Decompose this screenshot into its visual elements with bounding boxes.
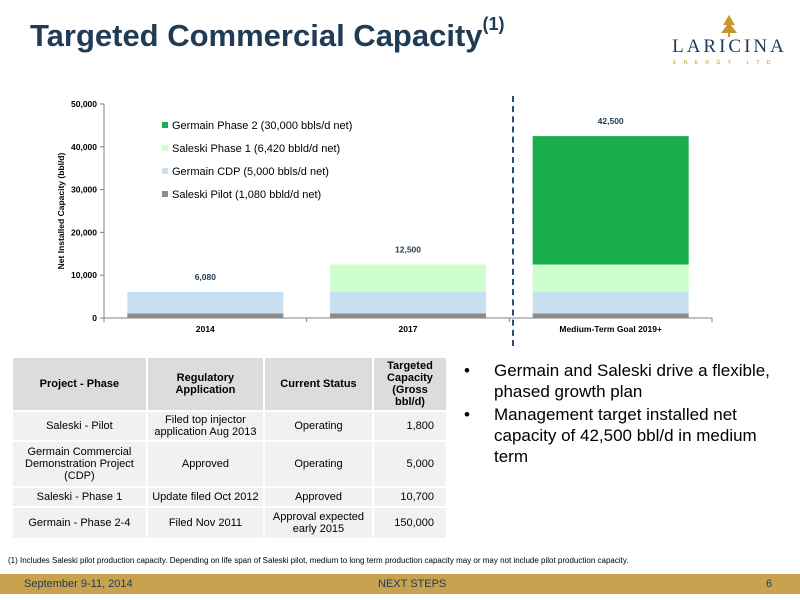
project-table: Project - Phase Regulatory Application C…	[11, 356, 449, 540]
tree-logo-icon	[721, 15, 737, 37]
logo-name: LARICINA	[672, 36, 787, 57]
bullet-item: • Germain and Saleski drive a flexible, p…	[464, 360, 794, 402]
bar-segment	[329, 264, 487, 292]
bar-segment	[127, 313, 284, 318]
table-cell: 1,800	[371, 410, 449, 442]
legend-swatch	[162, 168, 168, 175]
footer-date: September 9-11, 2014	[24, 578, 133, 590]
chart-divider-line	[512, 96, 514, 346]
footer-section: NEXT STEPS	[378, 578, 447, 590]
bullet-text: Germain and Saleski drive a flexible, ph…	[494, 361, 770, 401]
table-cell: Approval expected early 2015	[263, 506, 374, 540]
table-header-project: Project - Phase	[11, 356, 148, 412]
y-axis-label: Net Installed Capacity (bbl/d)	[56, 153, 66, 270]
slide-title: Targeted Commercial Capacity(1)	[30, 14, 505, 54]
y-tick-label: 30,000	[71, 185, 97, 195]
x-tick-label: Medium-Term Goal 2019+	[559, 324, 662, 334]
footnote: (1) Includes Saleski pilot production ca…	[8, 556, 629, 565]
table-cell: Update filed Oct 2012	[145, 486, 266, 508]
table-header-row: Project - Phase Regulatory Application C…	[11, 356, 449, 412]
table-cell: Operating	[263, 440, 374, 488]
footer-page-number: 6	[766, 578, 773, 590]
bar-total-label: 6,080	[195, 272, 217, 282]
bar-segment	[532, 264, 689, 292]
table-cell: Approved	[145, 440, 266, 488]
table-cell: Approved	[263, 486, 374, 508]
legend-label: Germain Phase 2 (30,000 bbls/d net)	[172, 120, 353, 132]
table-cell: Germain Commercial Demonstration Project…	[11, 440, 148, 488]
y-tick-label: 40,000	[71, 142, 97, 152]
capacity-chart: 0 10,000 20,000 30,000 40,000 50,000 Net Insta…	[0, 90, 720, 340]
legend-item: Germain Phase 2 (30,000 bbls/d net)	[162, 120, 352, 132]
y-tick-label: 20,000	[71, 227, 97, 237]
table-cell: Filed top injector application Aug 2013	[145, 410, 266, 442]
legend-item: Germain CDP (5,000 bbls/d net)	[162, 166, 329, 178]
bullet-dot: •	[464, 361, 470, 380]
bullet-text: Management target installed net capacity…	[494, 405, 757, 466]
bar-segment	[532, 291, 689, 314]
bullet-list: • Germain and Saleski drive a flexible, p…	[464, 360, 794, 469]
table-cell: Operating	[263, 410, 374, 442]
bullet-dot: •	[464, 405, 470, 424]
bar-segment	[329, 291, 487, 314]
bar-total-label: 12,500	[395, 245, 421, 255]
bar-segment	[127, 291, 284, 314]
table-cell: Germain - Phase 2-4	[11, 506, 148, 540]
table-row: Saleski - Pilot Filed top injector appli…	[11, 410, 449, 442]
slide-title-footnote-mark: (1)	[482, 14, 505, 34]
bar-segment	[329, 313, 487, 318]
company-logo: LARICINA ENERGY LTD.	[672, 14, 787, 74]
table-cell: 150,000	[371, 506, 449, 540]
logo-subtitle: ENERGY LTD.	[672, 60, 787, 66]
bar-segment	[532, 313, 689, 318]
legend-swatch	[162, 145, 168, 152]
legend-label: Germain CDP (5,000 bbls/d net)	[172, 166, 329, 178]
y-tick-label: 10,000	[71, 270, 97, 280]
table-row: Saleski - Phase 1 Update filed Oct 2012 …	[11, 486, 449, 508]
table-header-regulatory: Regulatory Application	[145, 356, 266, 412]
legend-item: Saleski Phase 1 (6,420 bbld/d net)	[162, 143, 340, 155]
y-tick-label: 0	[92, 313, 97, 323]
legend-swatch	[162, 191, 168, 198]
x-tick-label: 2017	[399, 324, 418, 334]
table-cell: Saleski - Phase 1	[11, 486, 148, 508]
table-row: Germain - Phase 2-4 Filed Nov 2011 Appro…	[11, 506, 449, 540]
bullet-item: • Management target installed net capacit…	[464, 404, 794, 467]
table-cell: 5,000	[371, 440, 449, 488]
x-tick-label: 2014	[196, 324, 215, 334]
table-cell: 10,700	[371, 486, 449, 508]
legend-swatch	[162, 122, 168, 129]
legend-label: Saleski Phase 1 (6,420 bbld/d net)	[172, 143, 341, 155]
bar-segment	[532, 136, 689, 265]
capacity-chart-svg: 0 10,000 20,000 30,000 40,000 50,000 Net Insta…	[56, 99, 713, 334]
slide-title-text: Targeted Commercial Capacity	[30, 18, 483, 53]
bar-total-label: 42,500	[598, 116, 624, 126]
legend-item: Saleski Pilot (1,080 bbld/d net)	[162, 189, 321, 201]
table-cell: Filed Nov 2011	[145, 506, 266, 540]
table-cell: Saleski - Pilot	[11, 410, 148, 442]
table-row: Germain Commercial Demonstration Project…	[11, 440, 449, 488]
table-header-capacity: Targeted Capacity (Gross bbl/d)	[371, 356, 449, 412]
footer-bar: September 9-11, 2014 NEXT STEPS 6	[0, 574, 800, 594]
table-header-status: Current Status	[263, 356, 374, 412]
legend-label: Saleski Pilot (1,080 bbld/d net)	[172, 189, 322, 201]
y-tick-label: 50,000	[71, 99, 97, 109]
